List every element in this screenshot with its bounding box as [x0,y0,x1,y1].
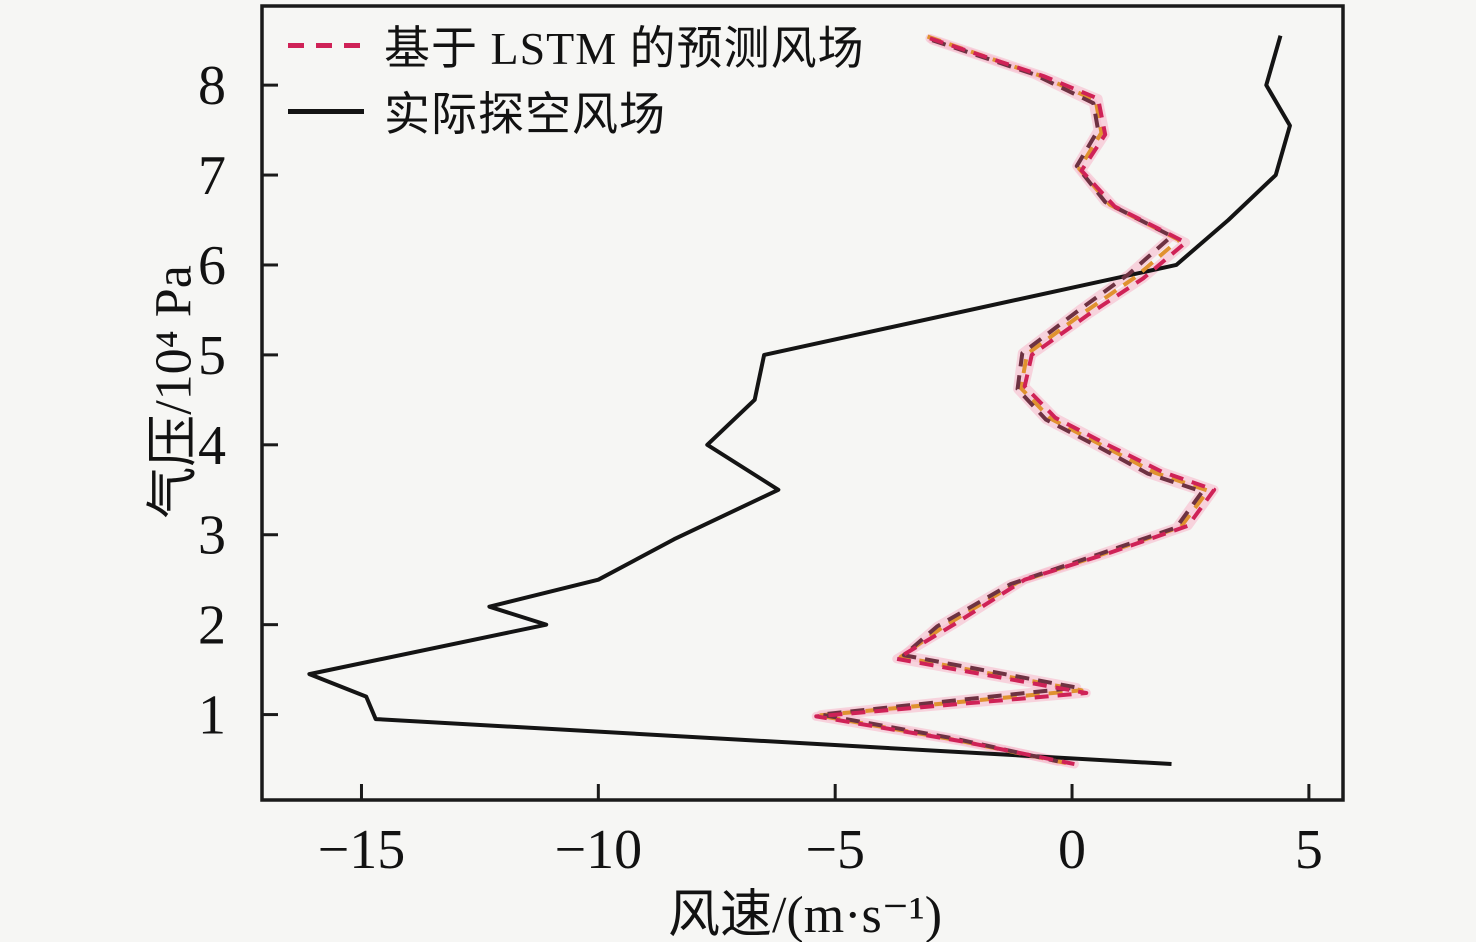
y-tick-label: 4 [198,415,226,477]
x-tick-label: −10 [555,819,643,881]
legend-item-lstm-prediction: 基于 LSTM 的预测风场 [288,16,865,74]
series-actual-sounding-wind [307,35,1292,767]
y-tick-label: 1 [198,685,226,747]
y-tick-label: 7 [198,145,226,207]
x-tick-label: −15 [318,819,406,881]
x-tick-label: −5 [805,819,865,881]
x-tick-label: 0 [1058,819,1086,881]
series-glow-lstm-predicted-wind-2 [816,35,1207,766]
series-lstm-predicted-wind-3 [814,36,1217,766]
y-tick-label: 8 [198,55,226,117]
plot-frame [260,4,1345,802]
dashed-line-swatch [288,42,364,48]
y-tick-label: 2 [198,595,226,657]
y-tick-label: 3 [198,505,226,567]
y-axis-label: 气压/10⁴ Pa [145,265,203,519]
x-tick-label: 5 [1295,819,1323,881]
series-lstm-predicted-wind-1 [816,34,1210,766]
legend-item-actual-sounding: 实际探空风场 [288,82,865,140]
series-glow-lstm-predicted-wind-3 [811,33,1219,769]
legend-label: 实际探空风场 [384,89,666,140]
series-lstm-predicted-wind-2 [818,38,1205,764]
y-tick-label: 6 [198,235,226,297]
x-axis-label: 风速/(m·s⁻¹) [667,887,943,942]
y-tick-label: 5 [198,325,226,387]
legend-label: 基于 LSTM 的预测风场 [384,23,865,74]
solid-line-swatch [288,108,364,114]
chart-legend: 基于 LSTM 的预测风场 实际探空风场 [288,16,865,140]
